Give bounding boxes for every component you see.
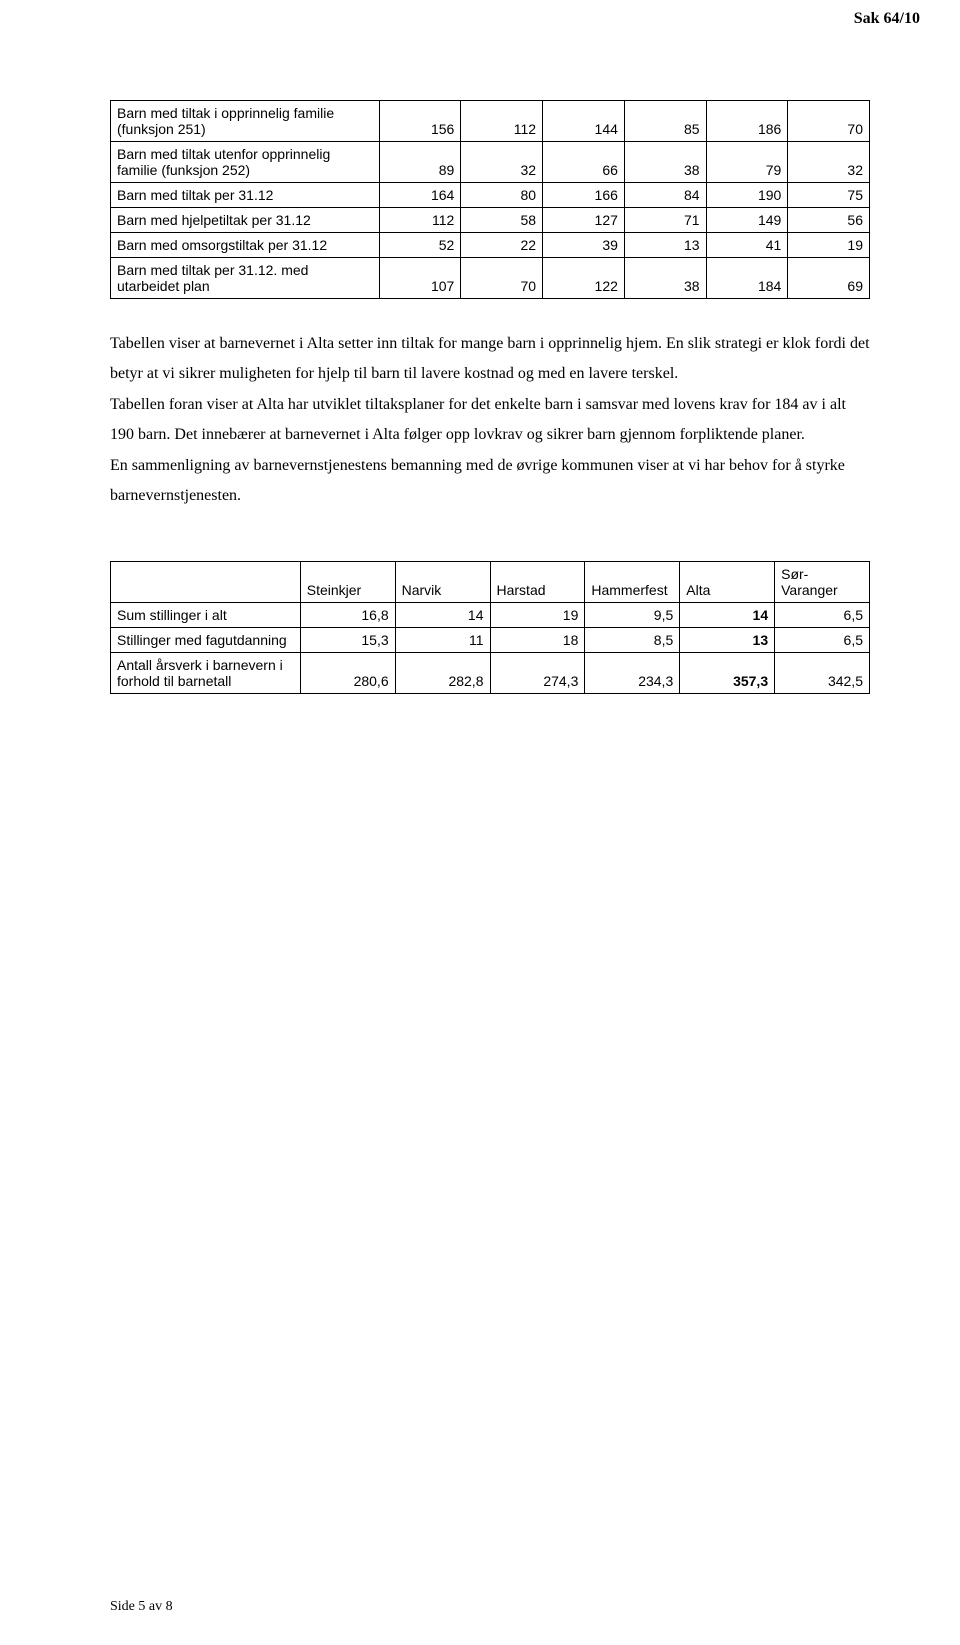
cell: 14	[395, 603, 490, 628]
cell: 13	[624, 233, 706, 258]
cell: 184	[706, 258, 788, 299]
cell: 13	[680, 628, 775, 653]
row-label: Stillinger med fagutdanning	[111, 628, 301, 653]
column-header: Harstad	[490, 562, 585, 603]
cell: 89	[379, 142, 461, 183]
cell: 22	[461, 233, 543, 258]
table-row: Stillinger med fagutdanning15,311188,513…	[111, 628, 870, 653]
cell: 186	[706, 101, 788, 142]
cell: 52	[379, 233, 461, 258]
column-header: Hammerfes​t	[585, 562, 680, 603]
column-header	[111, 562, 301, 603]
cell: 15,3	[300, 628, 395, 653]
row-label: Barn med hjelpetiltak per 31.12	[111, 208, 380, 233]
cell: 18	[490, 628, 585, 653]
cell: 56	[788, 208, 870, 233]
table-row: Barn med tiltak i opprinnelig familie (f…	[111, 101, 870, 142]
row-label: Barn med tiltak utenfor opprinnelig fami…	[111, 142, 380, 183]
cell: 144	[543, 101, 625, 142]
column-header: Alta	[680, 562, 775, 603]
paragraph: En sammenligning av barnevernstjenestens…	[110, 451, 870, 512]
row-label: Barn med tiltak per 31.12. med utarbeide…	[111, 258, 380, 299]
cell: 66	[543, 142, 625, 183]
row-label: Barn med omsorgstiltak per 31.12	[111, 233, 380, 258]
cell: 19	[788, 233, 870, 258]
cell: 38	[624, 142, 706, 183]
table-row: Barn med tiltak utenfor opprinnelig fami…	[111, 142, 870, 183]
cell: 164	[379, 183, 461, 208]
page-footer: Side 5 av 8	[110, 1599, 173, 1615]
cell: 112	[379, 208, 461, 233]
cell: 149	[706, 208, 788, 233]
cell: 107	[379, 258, 461, 299]
cell: 357,3	[680, 653, 775, 694]
cell: 6,5	[775, 603, 870, 628]
table-row: Barn med tiltak per 31.12164801668419075	[111, 183, 870, 208]
paragraph: Tabellen foran viser at Alta har utvikle…	[110, 390, 870, 451]
cell: 70	[788, 101, 870, 142]
row-label: Barn med tiltak per 31.12	[111, 183, 380, 208]
cell: 85	[624, 101, 706, 142]
cell: 156	[379, 101, 461, 142]
case-header: Sak 64/10	[854, 10, 920, 28]
table-row: Barn med tiltak per 31.12. med utarbeide…	[111, 258, 870, 299]
cell: 14	[680, 603, 775, 628]
body-text: Tabellen viser at barnevernet i Alta set…	[110, 329, 870, 511]
cell: 16,8	[300, 603, 395, 628]
row-label: Barn med tiltak i opprinnelig familie (f…	[111, 101, 380, 142]
row-label: Sum stillinger i alt	[111, 603, 301, 628]
table-row: Barn med hjelpetiltak per 31.12112581277…	[111, 208, 870, 233]
cell: 69	[788, 258, 870, 299]
cell: 39	[543, 233, 625, 258]
cell: 19	[490, 603, 585, 628]
cell: 38	[624, 258, 706, 299]
cell: 274,3	[490, 653, 585, 694]
cell: 122	[543, 258, 625, 299]
cell: 75	[788, 183, 870, 208]
cell: 11	[395, 628, 490, 653]
table-row: Barn med omsorgstiltak per 31.1252223913…	[111, 233, 870, 258]
paragraph: Tabellen viser at barnevernet i Alta set…	[110, 329, 870, 390]
cell: 8,5	[585, 628, 680, 653]
column-header: Narvik	[395, 562, 490, 603]
table-2: Steinkje​rNarvikHarstadHammerfes​tAltaSø…	[110, 561, 870, 694]
column-header: Sør-Varanger	[775, 562, 870, 603]
cell: 70	[461, 258, 543, 299]
cell: 342,5	[775, 653, 870, 694]
cell: 280,6	[300, 653, 395, 694]
cell: 79	[706, 142, 788, 183]
cell: 58	[461, 208, 543, 233]
cell: 9,5	[585, 603, 680, 628]
cell: 190	[706, 183, 788, 208]
cell: 6,5	[775, 628, 870, 653]
row-label: Antall årsverk i barnevern i forhold til…	[111, 653, 301, 694]
cell: 32	[788, 142, 870, 183]
cell: 127	[543, 208, 625, 233]
cell: 32	[461, 142, 543, 183]
cell: 80	[461, 183, 543, 208]
cell: 71	[624, 208, 706, 233]
cell: 234,3	[585, 653, 680, 694]
cell: 112	[461, 101, 543, 142]
cell: 84	[624, 183, 706, 208]
cell: 282,8	[395, 653, 490, 694]
cell: 166	[543, 183, 625, 208]
table-row: Antall årsverk i barnevern i forhold til…	[111, 653, 870, 694]
column-header: Steinkje​r	[300, 562, 395, 603]
cell: 41	[706, 233, 788, 258]
table-1: Barn med tiltak i opprinnelig familie (f…	[110, 100, 870, 299]
table-row: Sum stillinger i alt16,814199,5146,5	[111, 603, 870, 628]
